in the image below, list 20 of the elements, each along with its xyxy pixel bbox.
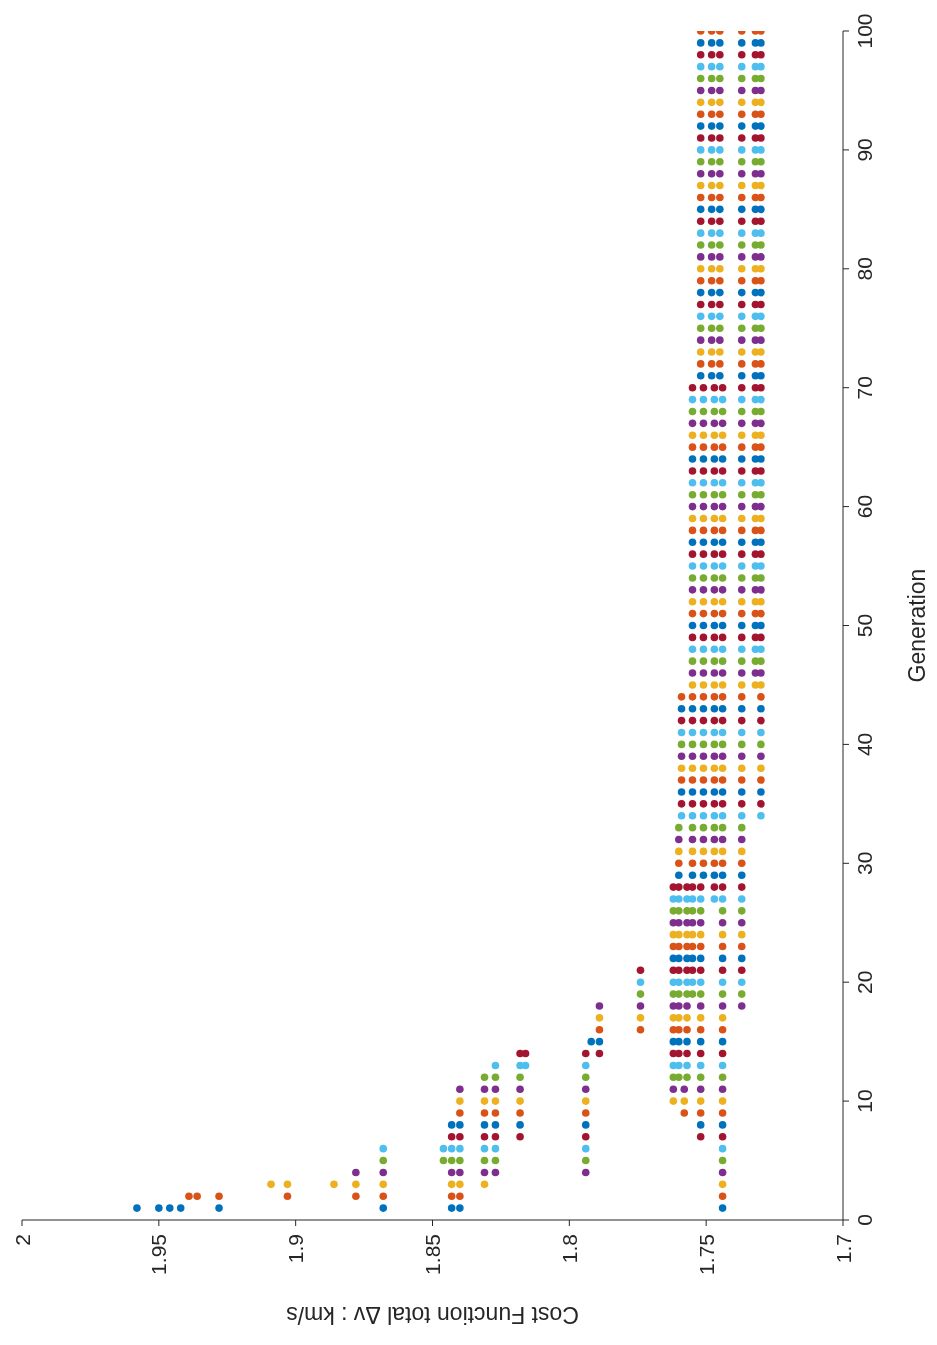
x-tick-label: 1.9 xyxy=(284,1234,308,1264)
y-tick-label: 100 xyxy=(853,13,877,49)
y-tick-label: 10 xyxy=(853,1089,877,1113)
y-tick-label: 90 xyxy=(853,138,877,162)
x-tick-label: 1.95 xyxy=(147,1234,171,1275)
x-tick-label: 1.75 xyxy=(694,1234,718,1275)
y-tick-label: 60 xyxy=(853,494,877,519)
y-tick-label: 70 xyxy=(853,376,877,400)
x-tick-label: 1.85 xyxy=(421,1234,444,1275)
y-tick-label: 80 xyxy=(853,257,877,281)
y-tick-label: 50 xyxy=(853,613,877,638)
y-tick-label: 20 xyxy=(853,970,877,994)
x-tick-label: 1.7 xyxy=(831,1234,855,1264)
y-tick-label: 0 xyxy=(853,1214,877,1226)
y-axis-title: Generation xyxy=(904,568,931,683)
y-tick-label: 30 xyxy=(853,851,877,875)
y-tick-label: 40 xyxy=(853,732,877,757)
x-tick-label: 1.8 xyxy=(557,1234,581,1264)
x-tick-label: 2 xyxy=(10,1234,34,1246)
x-axis-title: Cost Function total Δv : km/s xyxy=(286,1302,579,1328)
